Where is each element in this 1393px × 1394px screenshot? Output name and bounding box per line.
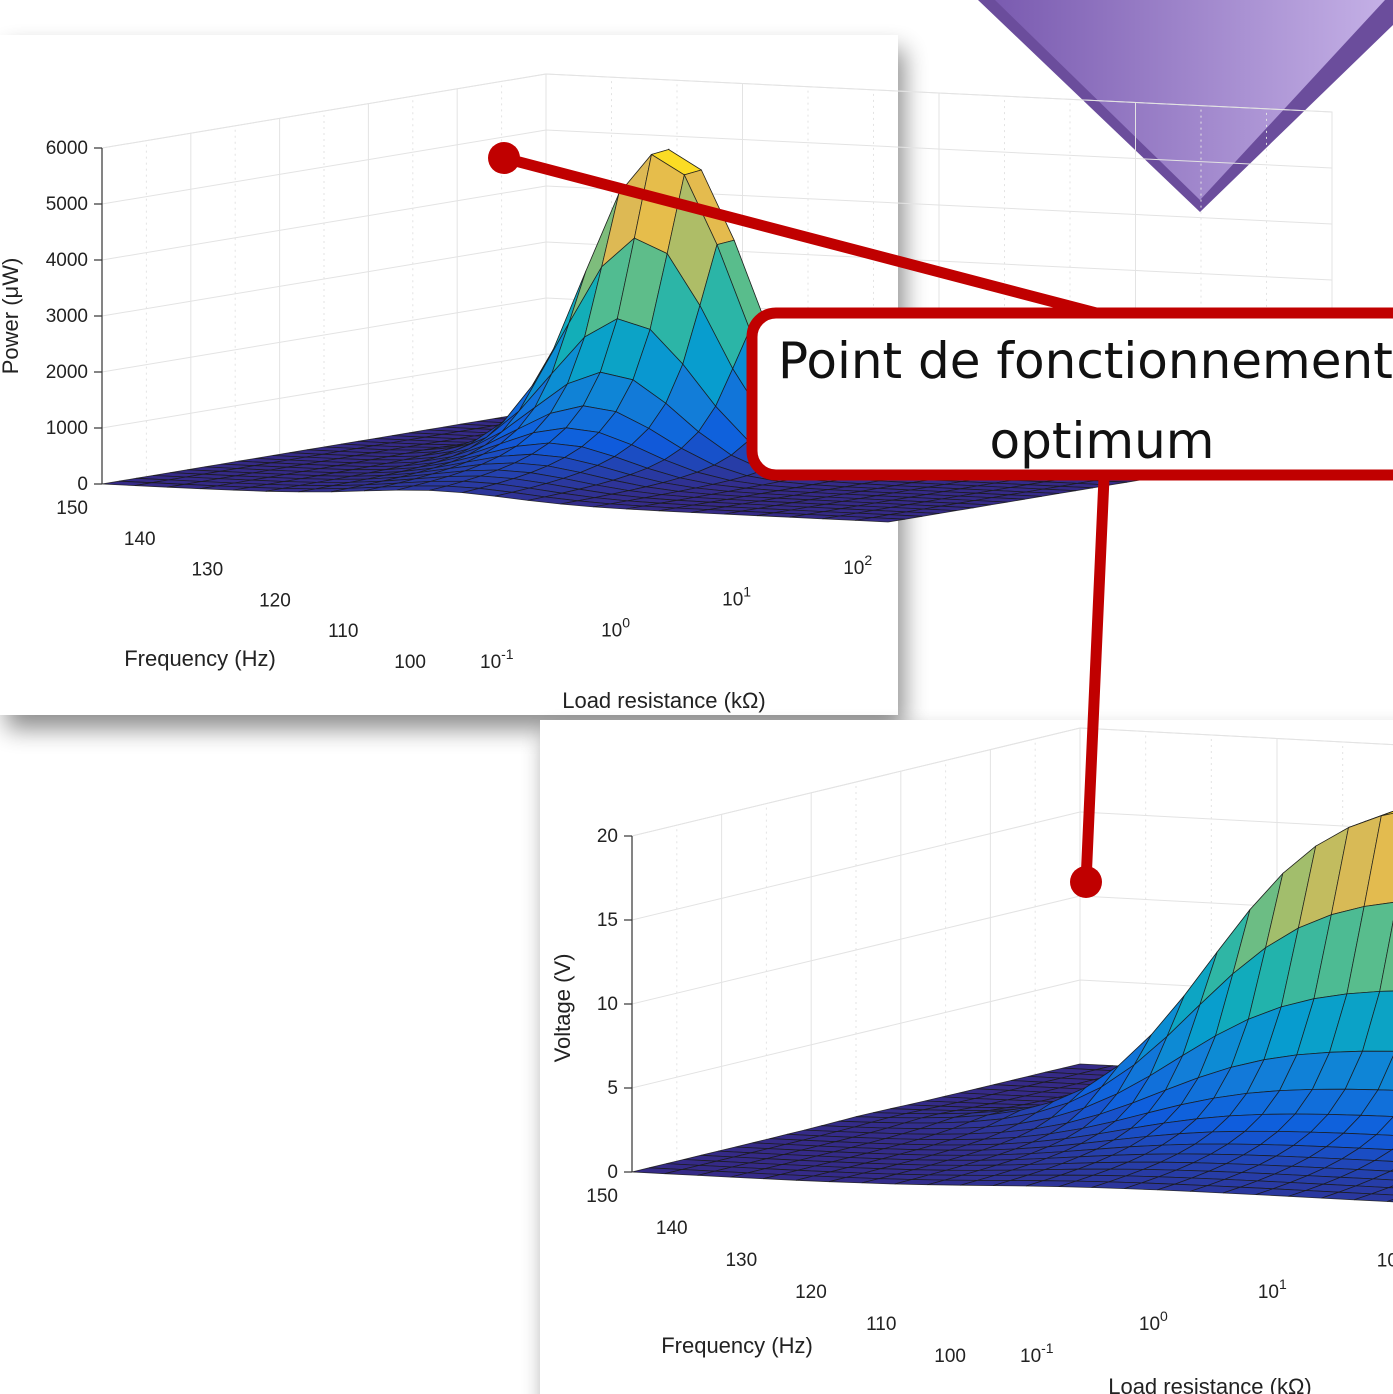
- resistance-tick-label: 101: [1258, 1276, 1287, 1303]
- frequency-tick-label: 140: [656, 1218, 688, 1239]
- callout-line-2: optimum: [990, 412, 1215, 470]
- resistance-tick-label: 10-1: [480, 646, 514, 673]
- surface-patch: [1387, 1199, 1393, 1203]
- frequency-axis-label: Frequency (Hz): [661, 1333, 813, 1358]
- z-axis-label: Voltage (V): [550, 954, 575, 1063]
- resistance-tick-label: 102: [843, 552, 872, 579]
- resistance-axis-label: Load resistance (kΩ): [1108, 1374, 1312, 1394]
- surface-patch: [1373, 1170, 1393, 1181]
- frequency-tick-label: 110: [866, 1314, 896, 1335]
- frequency-tick-label: 100: [934, 1346, 966, 1367]
- frequency-tick-label: 110: [328, 621, 358, 642]
- surface-patch: [1371, 1187, 1393, 1196]
- surface-patch: [1377, 1055, 1393, 1091]
- z-tick-label: 0: [607, 1162, 618, 1183]
- surface-patch: [855, 517, 906, 523]
- callout-line-1: Point de fonctionnement: [778, 332, 1393, 390]
- frequency-tick-label: 130: [191, 560, 223, 581]
- z-axis-label: Power (μW): [0, 258, 23, 375]
- z-tick-label: 15: [597, 910, 618, 931]
- frequency-tick-label: 120: [795, 1282, 827, 1303]
- resistance-tick-label: 10-1: [1020, 1340, 1054, 1367]
- frequency-tick-label: 130: [725, 1250, 757, 1271]
- purple-chevron-decoration: [978, 0, 1393, 212]
- resistance-axis-label: Load resistance (kΩ): [562, 688, 766, 713]
- voltage-optimum-marker: [1070, 866, 1102, 898]
- resistance-tick-label: 102: [1377, 1244, 1393, 1271]
- surface-mesh: [631, 810, 1393, 1203]
- connector-to-power-peak: [498, 152, 1106, 320]
- callout-connectors: [488, 142, 1110, 898]
- z-tick-label: 5: [607, 1078, 618, 1099]
- resistance-tick-label: 100: [1139, 1308, 1168, 1335]
- frequency-tick-label: 150: [586, 1186, 618, 1207]
- frequency-axis-label: Frequency (Hz): [124, 646, 276, 671]
- frequency-tick-label: 140: [124, 529, 156, 550]
- z-tick-label: 1000: [46, 418, 88, 439]
- z-tick-label: 20: [597, 826, 618, 847]
- z-tick-label: 3000: [46, 306, 88, 327]
- z-tick-label: 10: [597, 994, 618, 1015]
- resistance-tick-label: 100: [601, 615, 630, 642]
- power-optimum-marker: [488, 142, 520, 174]
- surface-patch: [1373, 1149, 1393, 1162]
- z-tick-label: 6000: [46, 138, 88, 159]
- frequency-tick-label: 150: [56, 498, 88, 519]
- callout-box: Point de fonctionnement optimum: [746, 307, 1393, 481]
- surface-patch: [1379, 920, 1393, 992]
- z-tick-label: 0: [77, 474, 88, 495]
- surface-patch: [1354, 1193, 1393, 1202]
- z-tick-label: 2000: [46, 362, 88, 383]
- z-tick-label: 5000: [46, 194, 88, 215]
- frequency-tick-label: 100: [394, 652, 426, 673]
- frequency-tick-label: 120: [259, 590, 291, 611]
- resistance-tick-label: 101: [722, 583, 751, 610]
- connector-to-voltage-optimum: [1080, 472, 1110, 888]
- voltage-surface-chart: 0 5 10 15 20 100 110 120 130 140 150 10-1 100 101 102 V…: [540, 720, 1393, 1394]
- z-tick-label: 4000: [46, 250, 88, 271]
- surface-patch: [1375, 1116, 1393, 1136]
